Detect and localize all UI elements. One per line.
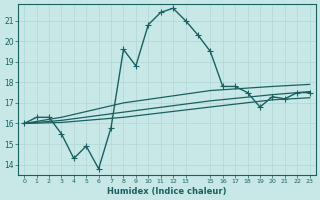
X-axis label: Humidex (Indice chaleur): Humidex (Indice chaleur): [107, 187, 227, 196]
